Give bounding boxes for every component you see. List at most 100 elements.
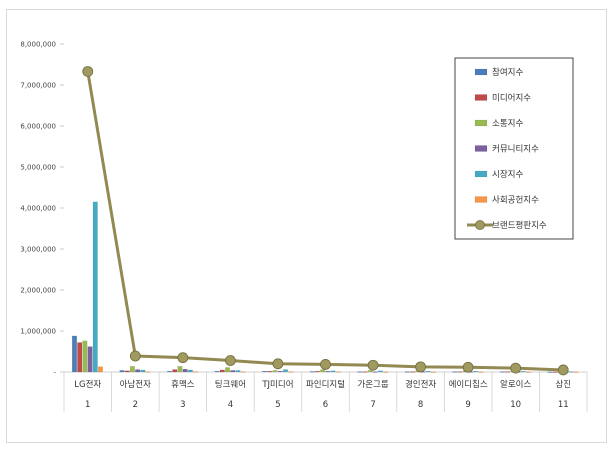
bar — [172, 369, 178, 373]
bar — [525, 371, 531, 373]
legend-marker — [475, 220, 485, 230]
bar — [367, 370, 373, 373]
x-category-label: 파인디지털 — [306, 379, 345, 390]
bar — [193, 371, 199, 373]
x-category-label: LG전자 — [74, 379, 101, 390]
x-category-label: 팅크웨어 — [215, 379, 246, 390]
x-rank-label: 4 — [228, 400, 233, 410]
line-point — [320, 359, 331, 370]
bar — [235, 370, 241, 373]
x-rank-label: 3 — [180, 400, 185, 410]
y-tick-label: 1,000,000 — [20, 328, 56, 336]
bar — [283, 369, 288, 373]
y-tick-label: 3,000,000 — [20, 246, 56, 254]
x-rank-label: 11 — [558, 400, 569, 410]
bar — [378, 370, 383, 373]
bar — [499, 371, 505, 373]
bar — [473, 371, 479, 373]
line-point — [510, 362, 522, 374]
x-category-label: 삼진 — [555, 379, 571, 390]
legend-label: 시장지수 — [492, 169, 523, 180]
bar — [124, 370, 130, 373]
x-rank-label: 10 — [510, 400, 521, 410]
line-point — [367, 359, 379, 371]
bar — [272, 370, 278, 373]
bar — [410, 371, 415, 373]
bar — [357, 371, 363, 373]
bar — [177, 366, 183, 373]
line-point — [225, 355, 236, 366]
bar — [277, 371, 283, 373]
bar — [505, 371, 511, 373]
x-rank-label: 2 — [133, 400, 138, 410]
bar — [92, 201, 98, 373]
x-rank-label: 8 — [418, 400, 423, 410]
line-point — [462, 361, 474, 373]
line-point — [557, 364, 569, 376]
bar — [452, 371, 458, 373]
legend-label: 미디어지수 — [492, 93, 531, 104]
line-series — [82, 66, 569, 376]
bar — [87, 346, 93, 373]
bar — [457, 371, 463, 373]
legend-label: 커뮤니티지수 — [492, 144, 539, 155]
bar — [314, 371, 320, 373]
bar — [219, 369, 225, 373]
line-point — [129, 350, 141, 362]
legend-swatch — [474, 170, 488, 178]
bar — [325, 371, 331, 373]
bar — [425, 371, 431, 373]
bar — [262, 371, 268, 373]
x-category-label: 에이디칩스 — [449, 379, 488, 390]
line-point — [82, 66, 94, 77]
bars — [72, 201, 579, 373]
bar — [430, 371, 436, 373]
legend-swatch — [474, 196, 488, 203]
legend-label: 브랜드평판지수 — [492, 220, 547, 231]
x-category-label: 휴맥스 — [171, 379, 195, 390]
legend-swatch — [474, 68, 488, 76]
legend-label: 사회공헌지수 — [492, 196, 539, 206]
bar — [135, 369, 141, 373]
bar — [330, 370, 336, 373]
bar — [372, 371, 378, 373]
bar — [547, 371, 553, 373]
bar — [187, 369, 193, 373]
line-point — [177, 352, 189, 364]
x-rank-label: 9 — [465, 400, 470, 410]
bar — [230, 370, 236, 373]
bar — [167, 371, 173, 373]
bar — [568, 371, 574, 373]
bar — [129, 366, 135, 373]
legend-label: 소통지수 — [492, 119, 523, 129]
bar — [182, 368, 188, 373]
bar — [404, 371, 410, 373]
legend-swatch — [474, 94, 488, 101]
bar — [573, 371, 579, 373]
bar — [335, 371, 341, 373]
y-tick-label: 4,000,000 — [20, 205, 56, 213]
bar — [309, 371, 315, 373]
axes: - 1,000,000 2,000,000 3,000,000 4,000,000 5,0… — [20, 41, 588, 412]
x-category-label: 경인전자 — [405, 379, 436, 390]
bar — [320, 369, 326, 373]
bar — [214, 371, 220, 373]
bar — [520, 371, 526, 373]
bar — [140, 369, 146, 373]
bar — [82, 340, 88, 373]
bar — [478, 371, 484, 373]
x-rank-label: 6 — [323, 400, 328, 410]
line-point — [415, 361, 426, 373]
x-rank-label: 5 — [275, 400, 280, 410]
bar — [383, 371, 389, 373]
bar — [552, 371, 558, 373]
legend-swatch — [474, 145, 488, 152]
bar — [288, 371, 294, 373]
legend-swatch — [474, 119, 488, 127]
y-tick-label: 7,000,000 — [20, 82, 56, 90]
legend-box — [454, 57, 574, 240]
y-tick-label: 8,000,000 — [20, 41, 56, 49]
bar — [267, 371, 273, 373]
